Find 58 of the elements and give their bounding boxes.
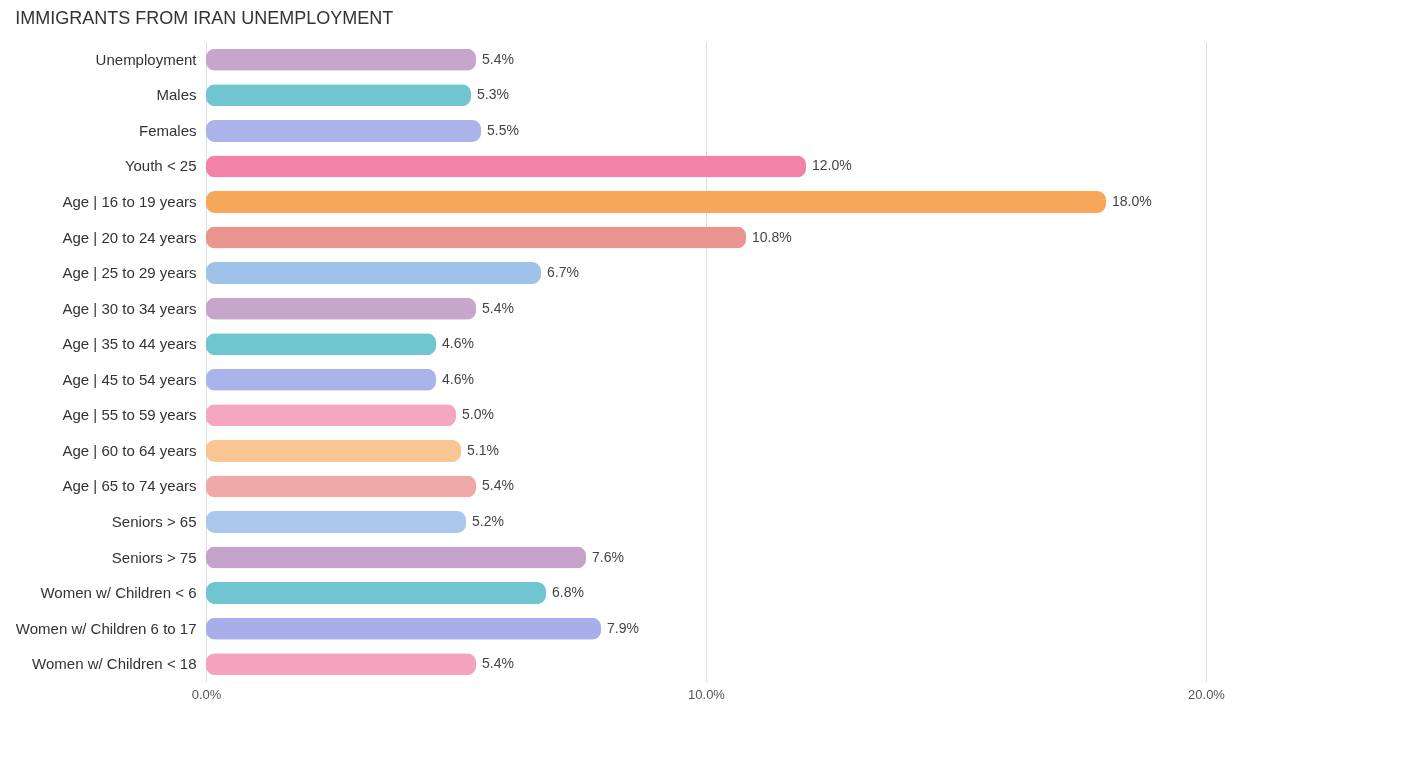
data-label: 4.6% [442, 335, 474, 352]
data-label: 5.4% [482, 50, 514, 67]
x-tick-label: 10.0% [688, 686, 726, 702]
bar [206, 546, 586, 569]
data-label: 6.8% [552, 584, 584, 601]
data-label: 5.4% [482, 477, 514, 494]
bar [206, 119, 481, 142]
y-tick-label: Unemployment [95, 50, 198, 68]
data-label: 10.8% [752, 228, 792, 245]
bar [206, 368, 436, 391]
data-label: 5.2% [472, 513, 504, 529]
bar [206, 333, 436, 356]
data-label: 18.0% [1112, 193, 1152, 209]
bar [206, 653, 476, 676]
y-tick-label: Women w/ Children < 6 [40, 584, 197, 602]
data-label: 5.4% [482, 299, 514, 316]
bar [206, 226, 746, 249]
y-tick-label: Youth < 25 [124, 157, 197, 175]
y-tick-label: Age | 45 to 54 years [62, 370, 197, 388]
bar [206, 404, 456, 427]
y-tick-label: Age | 65 to 74 years [62, 477, 197, 495]
x-tick-label: 20.0% [1188, 686, 1226, 702]
data-label: 5.1% [467, 441, 499, 458]
data-label: 7.9% [607, 619, 639, 636]
data-label: 5.3% [477, 86, 509, 103]
y-tick-label: Age | 16 to 19 years [62, 193, 197, 210]
bar [206, 297, 476, 320]
data-label: 5.5% [487, 121, 519, 138]
y-tick-label: Age | 30 to 34 years [62, 299, 197, 317]
bar [206, 582, 546, 605]
y-tick-label: Seniors > 75 [111, 548, 197, 566]
y-tick-label: Females [138, 121, 197, 139]
data-label: 5.0% [462, 406, 494, 423]
x-tick-label: 0.0% [191, 686, 222, 702]
data-label: 5.4% [482, 655, 514, 672]
data-label: 4.6% [442, 370, 474, 387]
y-tick-label: Age | 35 to 44 years [62, 335, 197, 353]
data-label: 6.7% [547, 264, 579, 281]
bar [206, 439, 461, 462]
bar [206, 511, 466, 533]
bar [206, 191, 1106, 213]
bar [206, 617, 601, 640]
y-tick-label: Age | 25 to 29 years [62, 264, 197, 282]
data-label: 7.6% [592, 548, 624, 565]
bar [206, 475, 476, 498]
y-tick-label: Women w/ Children < 18 [32, 655, 197, 673]
data-label: 12.0% [812, 157, 852, 174]
chart-title: IMMIGRANTS FROM IRAN UNEMPLOYMENT [15, 8, 394, 28]
y-tick-label: Women w/ Children 6 to 17 [15, 619, 197, 637]
y-tick-label: Age | 20 to 24 years [62, 228, 197, 246]
bar [206, 48, 476, 71]
y-tick-label: Males [156, 86, 197, 104]
y-tick-label: Age | 60 to 64 years [62, 441, 197, 459]
y-tick-label: Seniors > 65 [111, 513, 197, 530]
y-tick-label: Age | 55 to 59 years [62, 406, 197, 424]
bar [206, 262, 541, 285]
bar [206, 84, 471, 107]
bar [206, 155, 806, 178]
